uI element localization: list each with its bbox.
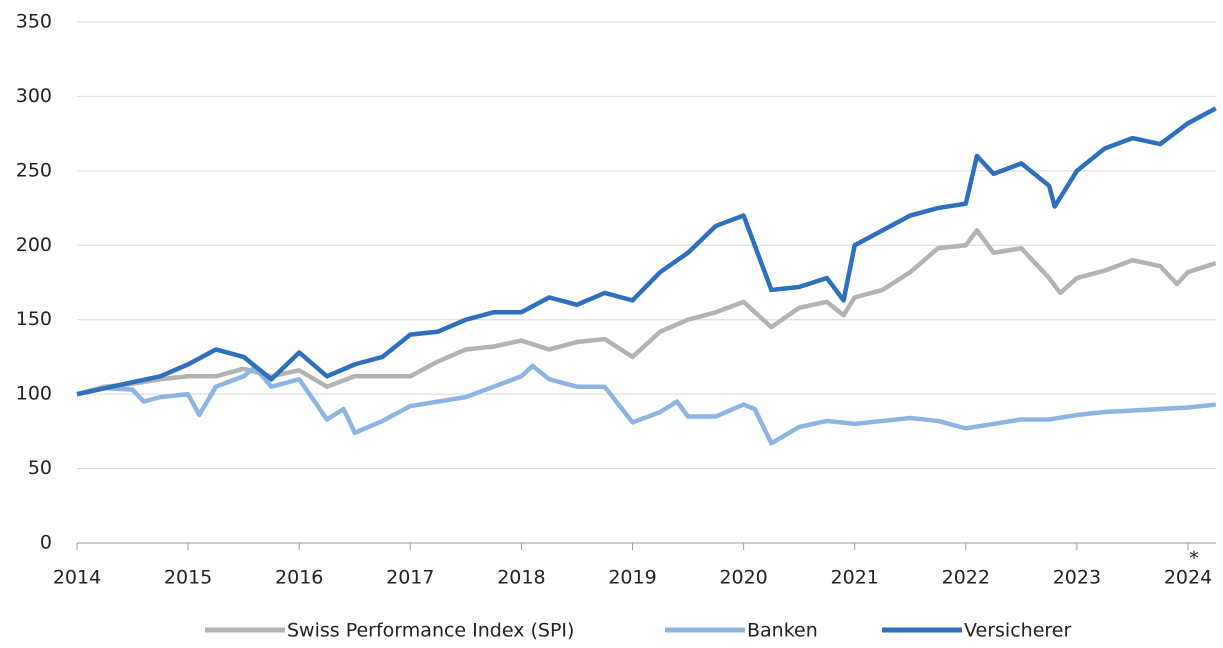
y-tick-label: 100	[16, 383, 52, 405]
y-tick-label: 200	[16, 234, 52, 256]
series-line	[76, 228, 1217, 397]
x-tick-label: 2014	[53, 567, 101, 589]
legend-label: Swiss Performance Index (SPI)	[287, 620, 574, 642]
x-tick-label: 2023	[1053, 567, 1101, 589]
y-tick-label: 350	[16, 11, 52, 33]
x-tick-label: 2020	[719, 567, 767, 589]
x-tick-label: 2019	[608, 567, 656, 589]
y-tick-label: 0	[40, 532, 52, 554]
legend-label: Banken	[747, 620, 818, 642]
x-tick-label: 2022	[942, 567, 990, 589]
y-tick-label: 150	[16, 308, 52, 330]
y-tick-label: 250	[16, 159, 52, 181]
annotation: *	[1189, 548, 1199, 570]
y-tick-label: 300	[16, 85, 52, 107]
x-tick-label: 2016	[275, 567, 323, 589]
x-tick-label: 2017	[386, 567, 434, 589]
x-tick-label: 2018	[497, 567, 545, 589]
legend-label: Versicherer	[964, 620, 1071, 642]
y-tick-label: 50	[28, 457, 52, 479]
x-tick-label: 2024	[1164, 567, 1212, 589]
series-line	[76, 106, 1217, 397]
x-tick-label: 2021	[831, 567, 879, 589]
series-line	[76, 363, 1217, 446]
x-tick-label: 2015	[164, 567, 212, 589]
